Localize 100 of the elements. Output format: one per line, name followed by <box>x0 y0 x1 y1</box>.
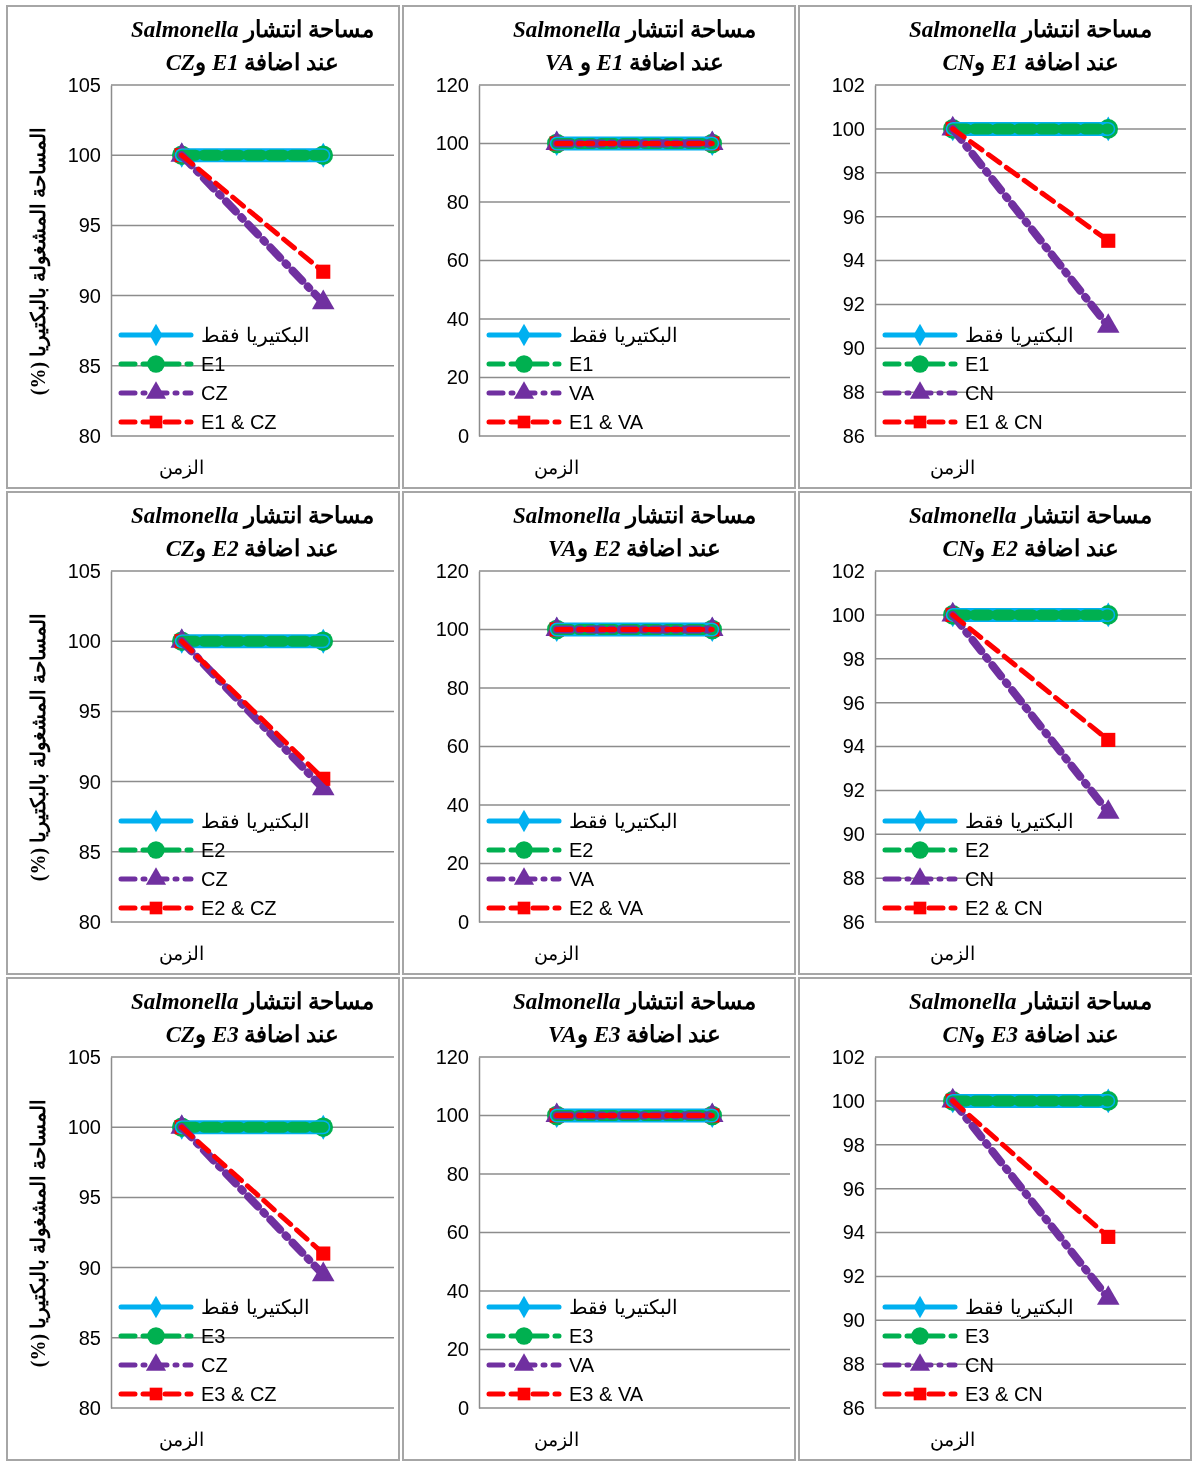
y-tick-label: 98 <box>842 647 865 670</box>
x-axis-title: الزمن <box>159 1428 205 1451</box>
y-tick-label: 40 <box>446 793 469 816</box>
y-tick-label: 120 <box>435 1045 469 1068</box>
x-axis-title: الزمن <box>159 456 205 479</box>
y-tick-label: 95 <box>78 700 101 723</box>
y-tick-label: 96 <box>842 205 865 228</box>
legend-label: البكتيريا فقط <box>569 1296 678 1319</box>
x-axis-title: الزمن <box>930 942 976 965</box>
y-tick-label: 98 <box>842 161 865 184</box>
y-tick-label: 100 <box>67 144 101 167</box>
legend-label: البكتيريا فقط <box>569 810 678 833</box>
legend-label: E2 & CN <box>965 897 1043 919</box>
legend-label: E3 <box>569 1325 594 1347</box>
y-tick-label: 85 <box>78 1326 101 1349</box>
legend-label: CN <box>965 868 994 890</box>
legend-label: E3 & CN <box>965 1383 1043 1405</box>
y-tick-label: 80 <box>78 1396 101 1419</box>
y-tick-label: 86 <box>842 424 865 447</box>
y-tick-label: 100 <box>831 1089 865 1112</box>
y-axis-title: المساحة المشغولة بالبكتيريا (%) <box>26 612 50 881</box>
y-tick-label: 120 <box>435 559 469 582</box>
y-tick-label: 80 <box>446 1162 469 1185</box>
legend-label: E3 <box>965 1325 990 1347</box>
y-tick-label: 0 <box>457 424 469 447</box>
y-tick-label: 60 <box>446 1221 469 1244</box>
y-tick-label: 88 <box>842 867 865 890</box>
legend-label: E1 <box>965 353 990 375</box>
y-tick-label: 100 <box>831 603 865 626</box>
y-tick-label: 105 <box>67 1045 101 1068</box>
legend-label: E1 & CN <box>965 411 1043 433</box>
legend-label: البكتيريا فقط <box>965 810 1074 833</box>
legend-label: البكتيريا فقط <box>965 1296 1074 1319</box>
legend-label: البكتيريا فقط <box>965 324 1074 347</box>
y-tick-label: 86 <box>842 1396 865 1419</box>
legend-label: E2 & CZ <box>201 897 277 919</box>
legend-label: CZ <box>201 868 228 890</box>
legend-label: البكتيريا فقط <box>201 810 310 833</box>
legend-label: E1 <box>569 353 594 375</box>
y-tick-label: 102 <box>831 73 865 96</box>
x-axis-title: الزمن <box>159 942 205 965</box>
y-tick-label: 95 <box>78 214 101 237</box>
legend-label: VA <box>569 868 595 890</box>
y-tick-label: 94 <box>842 1221 865 1244</box>
y-tick-label: 20 <box>446 1338 469 1361</box>
y-tick-label: 85 <box>78 354 101 377</box>
y-tick-label: 80 <box>78 910 101 933</box>
y-tick-label: 80 <box>446 190 469 213</box>
y-tick-label: 94 <box>842 249 865 272</box>
legend-label: E3 <box>201 1325 226 1347</box>
y-tick-label: 100 <box>435 1104 469 1127</box>
legend-label: E3 & VA <box>569 1383 644 1405</box>
legend-label: البكتيريا فقط <box>201 324 310 347</box>
y-tick-label: 20 <box>446 366 469 389</box>
y-tick-label: 92 <box>842 293 865 316</box>
legend-label: VA <box>569 382 595 404</box>
y-tick-label: 85 <box>78 840 101 863</box>
legend-label: E1 & VA <box>569 411 644 433</box>
y-tick-label: 90 <box>842 1309 865 1332</box>
y-tick-label: 102 <box>831 1045 865 1068</box>
y-tick-label: 90 <box>78 1256 101 1279</box>
legend-label: VA <box>569 1354 595 1376</box>
y-tick-label: 98 <box>842 1133 865 1156</box>
legend-label: E3 & CZ <box>201 1383 277 1405</box>
legend-label: E1 <box>201 353 226 375</box>
x-axis-title: الزمن <box>534 456 580 479</box>
y-tick-label: 86 <box>842 910 865 933</box>
y-tick-label: 80 <box>78 424 101 447</box>
y-tick-label: 100 <box>435 618 469 641</box>
y-tick-label: 90 <box>78 770 101 793</box>
y-tick-label: 120 <box>435 73 469 96</box>
y-axis-title: المساحة المشغولة بالبكتيريا (%) <box>26 126 50 395</box>
x-axis-title: الزمن <box>930 1428 976 1451</box>
y-tick-label: 100 <box>67 630 101 653</box>
y-tick-label: 90 <box>842 337 865 360</box>
legend-label: E2 <box>569 839 594 861</box>
legend-label: E1 & CZ <box>201 411 277 433</box>
y-tick-label: 90 <box>78 284 101 307</box>
y-axis-title: المساحة المشغولة بالبكتيريا (%) <box>26 1098 50 1367</box>
y-tick-label: 100 <box>67 1116 101 1139</box>
legend-label: CN <box>965 382 994 404</box>
y-tick-label: 100 <box>831 117 865 140</box>
y-tick-label: 105 <box>67 73 101 96</box>
y-tick-label: 60 <box>446 249 469 272</box>
legend-label: CZ <box>201 1354 228 1376</box>
legend-label: E2 <box>965 839 990 861</box>
y-tick-label: 96 <box>842 691 865 714</box>
legend-label: البكتيريا فقط <box>201 1296 310 1319</box>
x-axis-title: الزمن <box>534 1428 580 1451</box>
y-tick-label: 40 <box>446 307 469 330</box>
y-tick-label: 96 <box>842 1177 865 1200</box>
y-tick-label: 60 <box>446 735 469 758</box>
legend-label: CN <box>965 1354 994 1376</box>
y-tick-label: 92 <box>842 779 865 802</box>
y-tick-label: 102 <box>831 559 865 582</box>
x-axis-title: الزمن <box>930 456 976 479</box>
y-tick-label: 95 <box>78 1186 101 1209</box>
legend-label: E2 & VA <box>569 897 644 919</box>
y-tick-label: 88 <box>842 381 865 404</box>
y-tick-label: 92 <box>842 1265 865 1288</box>
